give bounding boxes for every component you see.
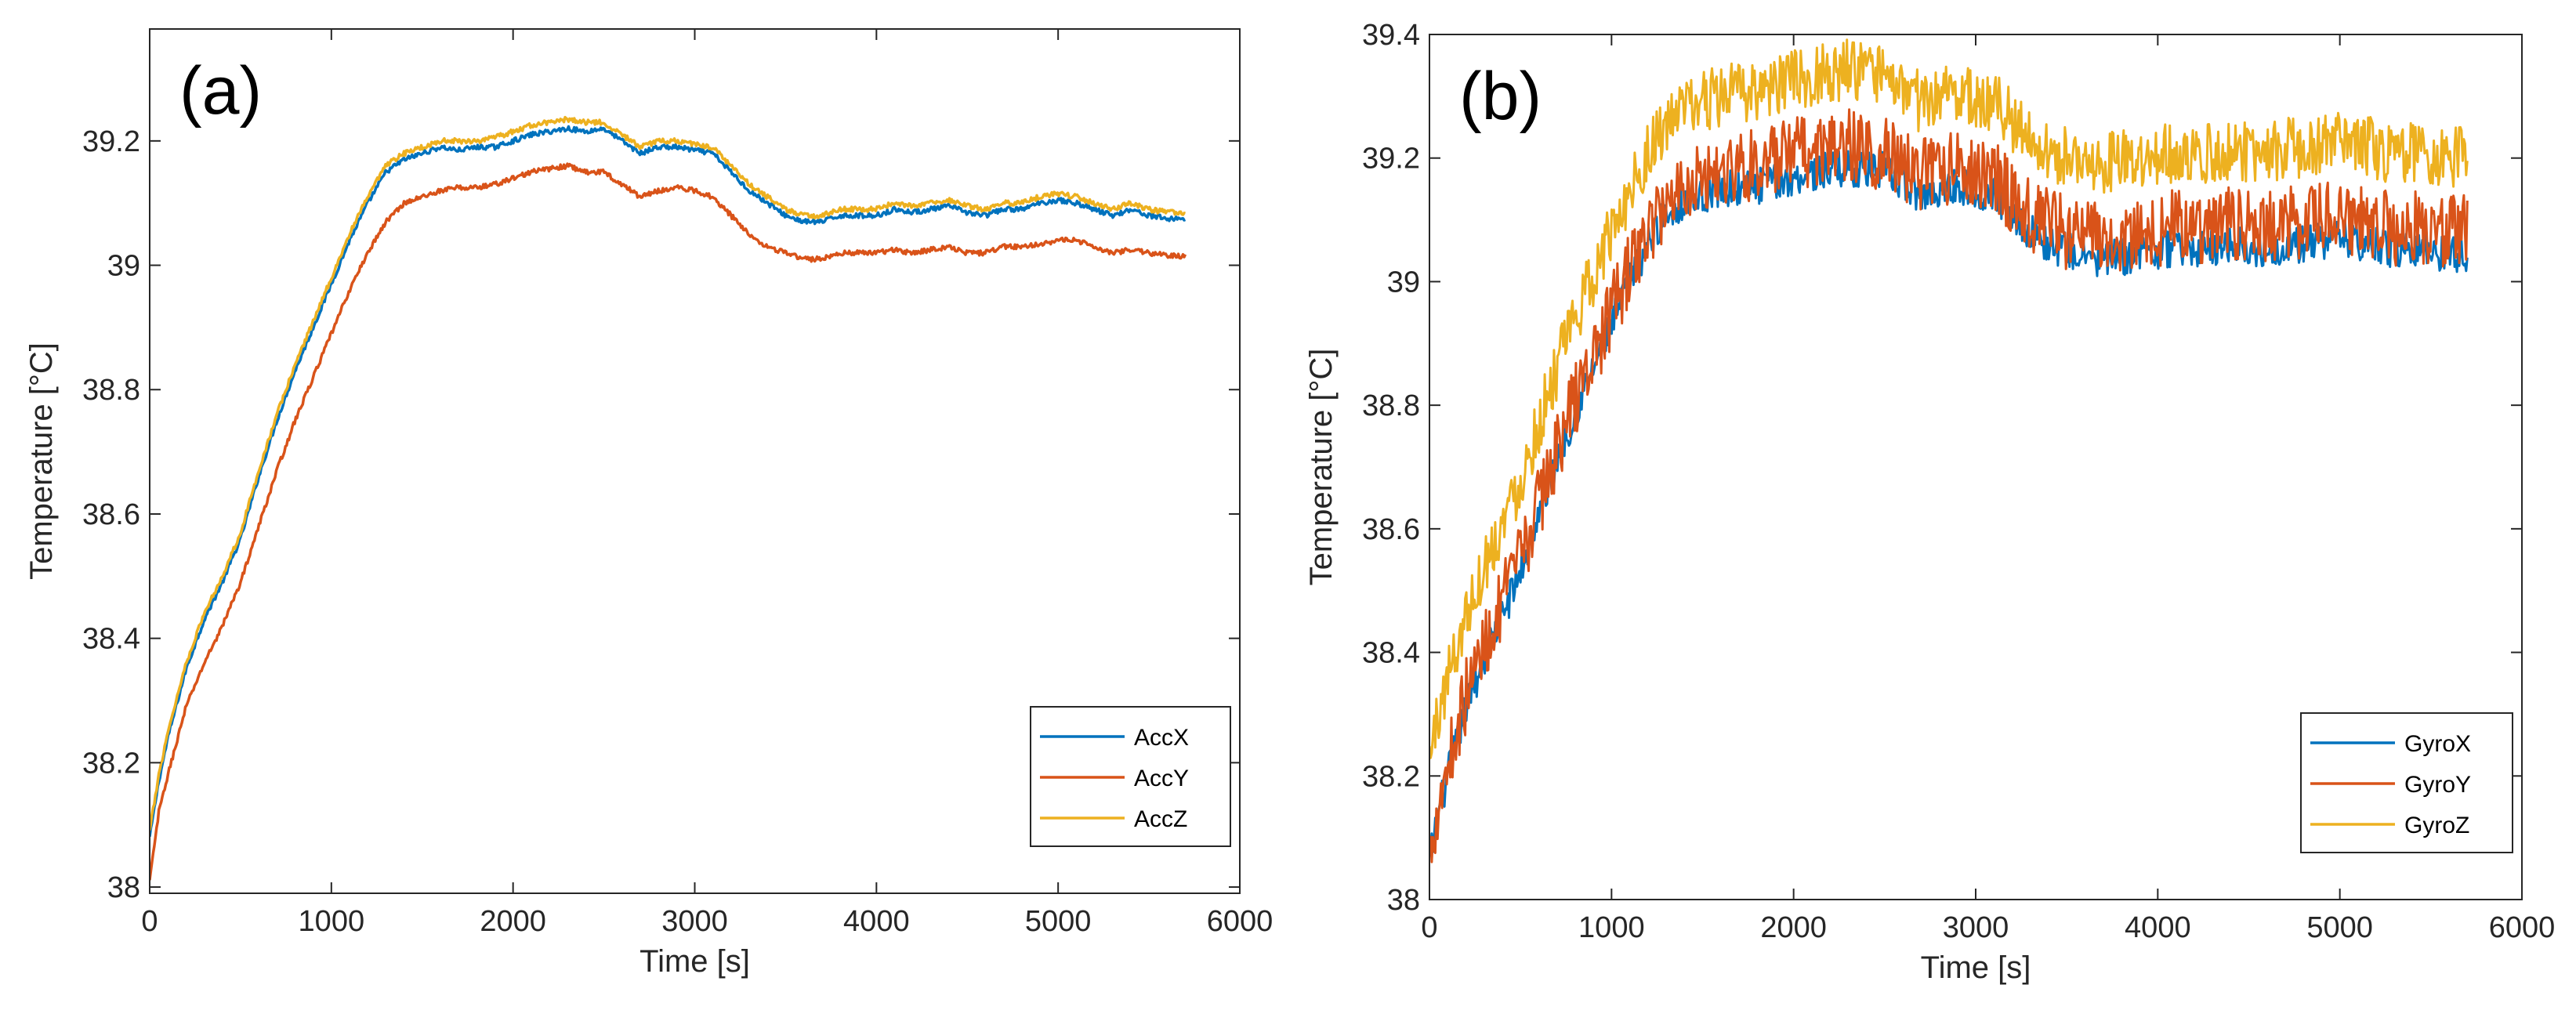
y-tick-label: 38 — [107, 871, 140, 904]
legend-label-gyrox: GyroX — [2404, 731, 2471, 757]
legend-box — [1030, 706, 1231, 847]
x-axis-label: Time [s] — [639, 944, 750, 979]
legend-label-gyroz: GyroZ — [2404, 813, 2469, 838]
x-tick-label: 0 — [141, 905, 158, 938]
y-axis-label: Temperature [°C] — [24, 342, 59, 580]
x-tick-label: 1000 — [1578, 911, 1645, 944]
x-tick-label: 4000 — [2125, 911, 2191, 944]
series-line-accz — [150, 115, 1186, 831]
x-tick-label: 3000 — [1943, 911, 2009, 944]
legend: GyroX GyroY GyroZ — [2300, 712, 2513, 853]
x-tick-label: 2000 — [1760, 911, 1827, 944]
legend-label-accx: AccX — [1134, 725, 1189, 751]
x-tick-label: 0 — [1421, 911, 1437, 944]
x-tick-label: 6000 — [1207, 905, 1274, 938]
x-tick-label: 4000 — [843, 905, 910, 938]
legend-label-accy: AccY — [1134, 766, 1189, 791]
y-tick-label: 38.4 — [1362, 637, 1420, 670]
x-tick-label: 1000 — [299, 905, 365, 938]
y-tick-label: 39.2 — [82, 125, 140, 158]
x-tick-label: 3000 — [661, 905, 728, 938]
x-axis-label: Time [s] — [1921, 950, 2031, 985]
y-tick-label: 38.4 — [82, 623, 140, 656]
y-axis-label: Temperature [°C] — [1304, 349, 1339, 586]
y-tick-label: 38.2 — [1362, 760, 1420, 793]
y-tick-label: 38.8 — [1362, 389, 1420, 422]
series-line-gyroy — [1429, 108, 2469, 864]
series-line-accy — [150, 162, 1187, 881]
legend-label-gyroy: GyroY — [2404, 772, 2471, 798]
y-tick-label: 39.2 — [1362, 143, 1420, 176]
series-line-gyroz — [1429, 38, 2469, 759]
panel-label: (a) — [179, 53, 262, 129]
y-tick-label: 39 — [107, 250, 140, 283]
chart-panel-a: 0 1000 2000 3000 4000 5000 6000 38 38.2 38.4 38.6 3… — [24, 28, 1274, 979]
y-tick-label: 38.6 — [82, 498, 140, 531]
x-tick-label: 5000 — [1025, 905, 1092, 938]
legend: AccX AccY AccZ — [1030, 706, 1231, 847]
y-tick-label: 38.6 — [1362, 513, 1420, 546]
y-tick-label: 38.2 — [82, 747, 140, 780]
legend-label-accz: AccZ — [1134, 806, 1187, 832]
y-tick-label: 39 — [1387, 266, 1420, 299]
x-tick-label: 2000 — [480, 905, 546, 938]
x-tick-label: 6000 — [2489, 911, 2556, 944]
x-tick-label: 5000 — [2306, 911, 2373, 944]
y-tick-label: 39.4 — [1362, 19, 1420, 52]
y-tick-label: 38 — [1387, 884, 1420, 917]
y-tick-label: 38.8 — [82, 374, 140, 407]
panel-label: (b) — [1459, 59, 1542, 134]
chart-panel-b: 0 1000 2000 3000 4000 5000 6000 38 38.2 38.4 38.6 3… — [1304, 19, 2555, 985]
